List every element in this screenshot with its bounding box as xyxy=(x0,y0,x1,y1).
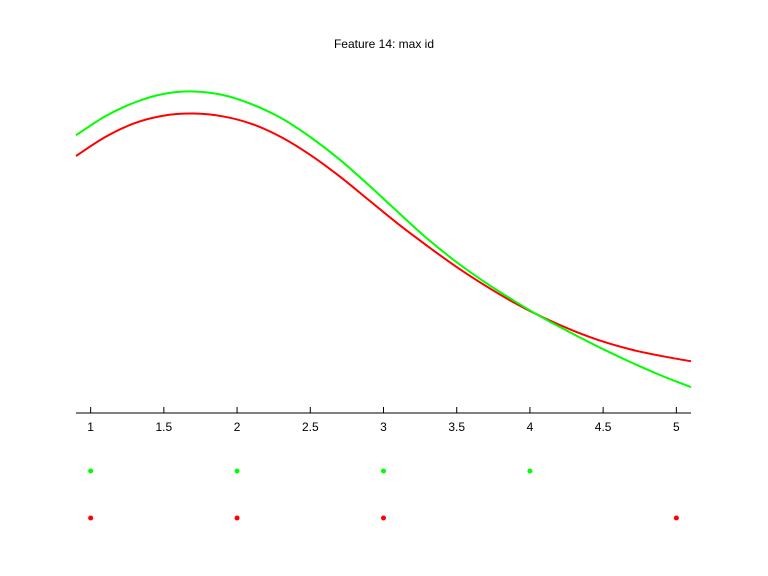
series-2-point xyxy=(673,515,679,521)
category-points xyxy=(88,468,679,521)
series-1-point xyxy=(381,468,386,474)
series-1-point xyxy=(527,468,533,474)
series-line-2 xyxy=(75,112,692,363)
series-2-point xyxy=(381,515,386,521)
x-tick-label: 1 xyxy=(87,420,94,434)
series-1-point xyxy=(234,468,240,474)
x-tick-label: 5 xyxy=(673,420,680,434)
x-tick-label: 2 xyxy=(234,420,241,434)
series-1-point xyxy=(88,468,94,474)
series-layer xyxy=(75,90,692,389)
chart-title: Feature 14: max id xyxy=(334,37,434,51)
x-tick-label: 2.5 xyxy=(302,420,319,434)
series-2-point xyxy=(234,515,240,521)
x-ticks: 1 1.5 2 2.5 3 3.5 4 4.5 5 xyxy=(87,407,680,434)
x-tick-label: 3 xyxy=(380,420,387,434)
x-tick-label: 1.5 xyxy=(156,420,173,434)
series-2-point xyxy=(88,515,94,521)
x-tick-label: 3.5 xyxy=(448,420,465,434)
x-tick-label: 4 xyxy=(527,420,534,434)
x-tick-label: 4.5 xyxy=(595,420,612,434)
series-line-1 xyxy=(75,90,692,389)
